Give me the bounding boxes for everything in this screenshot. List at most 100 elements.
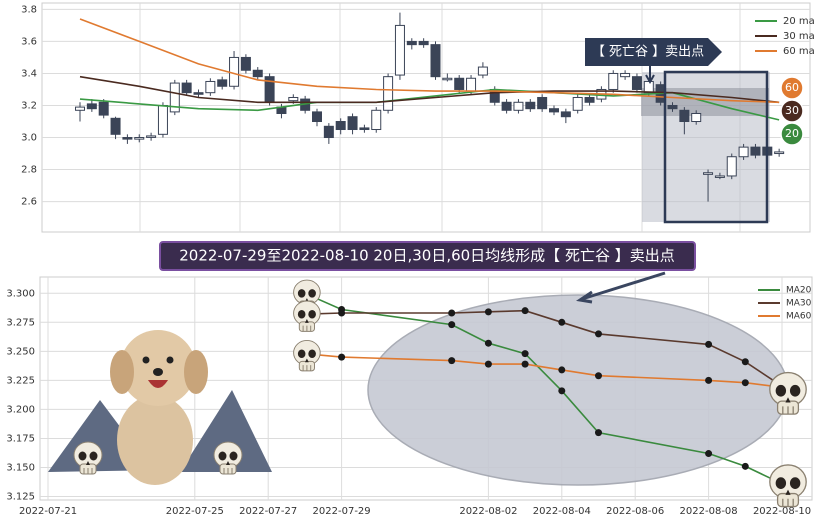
point-marker xyxy=(558,387,566,395)
dog-body xyxy=(117,395,193,485)
point-marker xyxy=(705,376,713,384)
badge xyxy=(780,122,804,146)
point-marker xyxy=(448,321,456,329)
candle-body xyxy=(454,77,465,90)
ma-line xyxy=(79,75,780,104)
candle-body xyxy=(157,104,168,135)
x-tick-label: 2022-07-21 xyxy=(19,506,77,517)
candle-body xyxy=(549,108,559,113)
legend-label: 60 ma xyxy=(783,46,815,57)
point-marker xyxy=(705,450,713,458)
candle-body xyxy=(537,96,548,110)
ma-line xyxy=(304,309,783,387)
point-marker xyxy=(338,309,346,317)
candle-body xyxy=(383,76,394,111)
badge-label: 30 xyxy=(785,104,799,117)
x-tick-label: 2022-08-08 xyxy=(680,506,738,517)
point-marker xyxy=(448,357,456,365)
skull-eye xyxy=(308,289,316,298)
candle-body xyxy=(394,24,405,76)
candle-body xyxy=(631,76,642,90)
dog-ear xyxy=(184,350,208,394)
skull-eye xyxy=(308,349,316,359)
candle-body xyxy=(774,151,785,155)
y-tick-label: 3.0 xyxy=(21,133,37,144)
x-tick-label: 2022-08-02 xyxy=(459,506,517,517)
highlight-ellipse xyxy=(367,294,789,486)
point-marker xyxy=(595,330,602,338)
chart-title: 2022-07-29至2022-08-10 20日,30日,60日均线形成【 死… xyxy=(179,247,674,265)
x-tick-label: 2022-07-25 xyxy=(166,506,224,517)
candle-body xyxy=(146,135,157,138)
candle-body xyxy=(288,96,299,102)
y-tick-label: 3.250 xyxy=(6,346,35,357)
dog-eye xyxy=(142,356,150,364)
dog-ear xyxy=(110,350,134,394)
point-marker xyxy=(741,379,749,387)
dog-mouth xyxy=(148,380,168,388)
point-marker xyxy=(595,372,602,380)
skull-icon xyxy=(769,464,807,508)
skull-eye xyxy=(297,349,306,359)
candle-body xyxy=(430,44,441,78)
x-tick-label: 2022-08-04 xyxy=(533,506,591,517)
skull-eye xyxy=(308,309,316,319)
candle-body xyxy=(643,80,654,94)
badge xyxy=(780,99,804,123)
candle-body xyxy=(359,127,370,131)
y-tick-label: 3.175 xyxy=(6,433,35,444)
skull-nose xyxy=(785,489,791,495)
ma-line xyxy=(304,292,783,485)
skull-eye xyxy=(229,451,238,461)
candle-body xyxy=(252,69,263,78)
candle-body xyxy=(667,104,678,110)
point-marker xyxy=(521,350,529,358)
candle-body xyxy=(312,111,322,123)
skull-eye xyxy=(297,309,306,319)
candle-body xyxy=(323,125,334,139)
point-marker xyxy=(484,339,492,347)
candle-body xyxy=(477,66,488,76)
badge-label: 60 xyxy=(785,81,799,94)
candle-body xyxy=(466,77,477,92)
candle-body xyxy=(75,106,85,111)
skull-eye xyxy=(775,477,787,489)
annotation-text: 【 死亡谷 】卖出点 xyxy=(592,45,704,60)
death-valley-box xyxy=(663,70,769,224)
skull-teeth xyxy=(302,325,312,332)
point-marker xyxy=(484,360,492,368)
skull-eye xyxy=(775,384,787,397)
pointer-arrow xyxy=(576,271,666,304)
skull-teeth xyxy=(83,468,93,474)
title-banner xyxy=(159,241,696,271)
y-tick-label: 2.6 xyxy=(21,197,37,208)
candle-body xyxy=(691,112,702,123)
legend-label: MA20 xyxy=(786,286,812,296)
candle-body xyxy=(134,137,145,140)
skull-teeth xyxy=(782,498,794,507)
candle-body xyxy=(217,79,228,87)
candle-body xyxy=(620,72,631,78)
legend-label: MA30 xyxy=(786,299,812,309)
candle-body xyxy=(750,146,761,156)
candle-body xyxy=(442,77,453,81)
candle-body xyxy=(418,40,429,46)
candle-body xyxy=(406,40,417,46)
skull-icon xyxy=(293,339,321,372)
skull-icon xyxy=(293,300,321,332)
candle-body xyxy=(122,137,133,140)
skull-icon xyxy=(213,441,243,475)
skull-icon xyxy=(769,371,807,415)
y-tick-label: 3.2 xyxy=(21,100,37,111)
skull-eye xyxy=(78,451,87,461)
candle-body xyxy=(501,101,512,111)
point-marker xyxy=(338,353,346,361)
candle-body xyxy=(98,101,109,116)
skull-nose xyxy=(86,461,90,465)
x-tick-label: 2022-07-29 xyxy=(313,506,371,517)
candle-body xyxy=(513,101,524,111)
x-tick-label: 2022-07-27 xyxy=(239,506,297,517)
skull-eye xyxy=(218,451,227,461)
mountain xyxy=(180,390,272,472)
point-marker xyxy=(448,309,456,317)
